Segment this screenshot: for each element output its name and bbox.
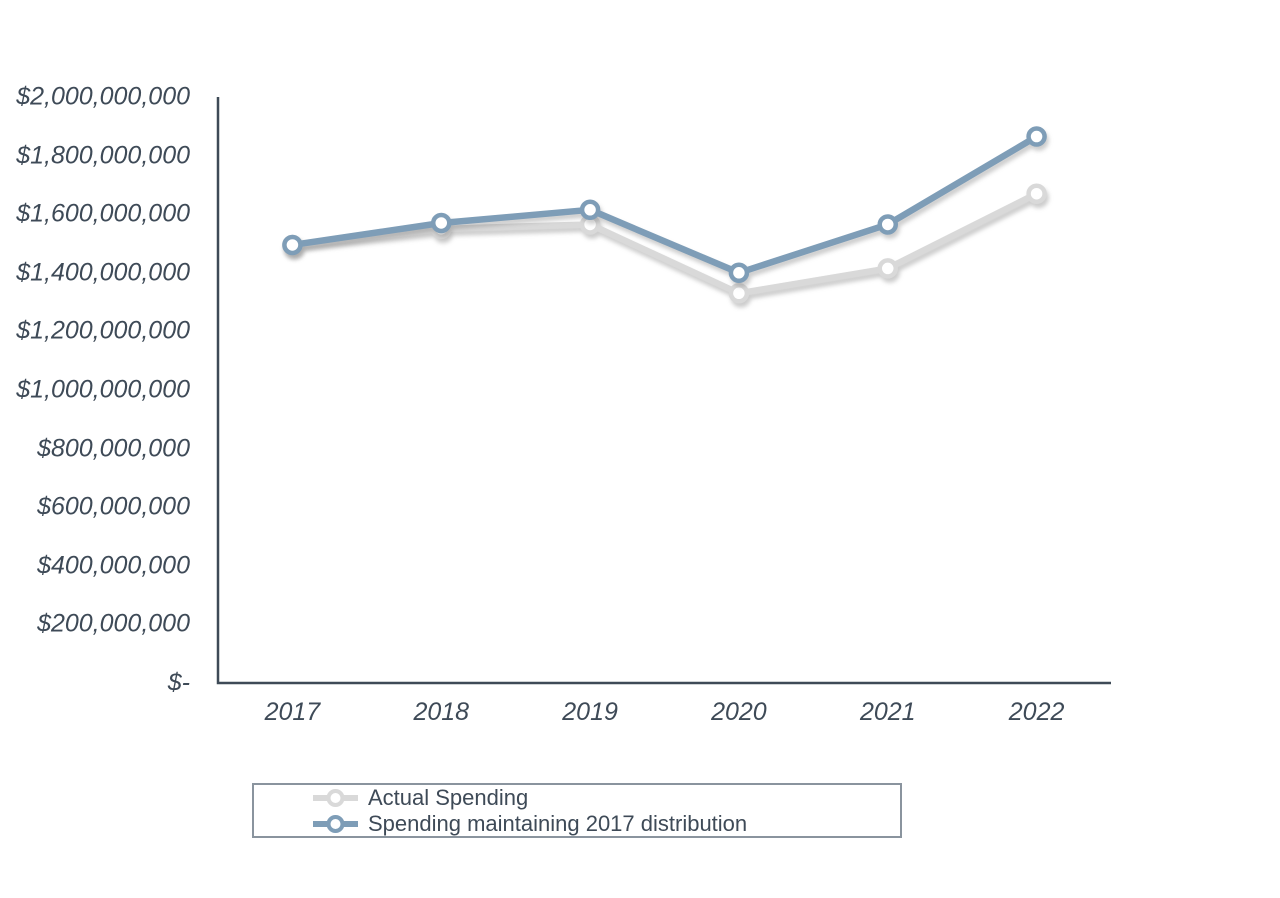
data-point-marker	[282, 234, 303, 256]
data-point-marker	[1026, 183, 1047, 204]
x-tick-label: 2019	[562, 698, 618, 726]
y-tick-label: $2,000,000,000	[16, 82, 190, 111]
y-tick-label: $1,400,000,000	[16, 258, 190, 287]
data-point-marker	[579, 199, 601, 221]
y-tick-label: $1,000,000,000	[16, 375, 190, 404]
axis-lines	[216, 97, 1111, 685]
x-tick-label: 2021	[859, 698, 916, 726]
y-tick-label: $1,800,000,000	[16, 141, 190, 170]
legend-line-marker-icon	[313, 788, 358, 807]
legend-item-label: Actual Spending	[368, 784, 529, 810]
x-tick-label: 2018	[413, 698, 470, 726]
y-tick-label: $400,000,000	[37, 551, 190, 580]
y-tick-label: $600,000,000	[37, 492, 190, 521]
y-tick-label: $800,000,000	[37, 434, 190, 463]
data-point-marker	[877, 258, 898, 279]
x-tick-label: 2017	[264, 698, 321, 726]
data-point-marker	[728, 262, 750, 284]
y-tick-label: $1,200,000,000	[16, 316, 190, 345]
y-tick-label: $-	[167, 668, 190, 697]
data-point-marker	[1026, 126, 1047, 147]
y-tick-label: $1,600,000,000	[16, 199, 190, 228]
x-tick-label: 2022	[1008, 698, 1065, 726]
legend-line-marker-icon	[313, 814, 358, 833]
series-maintained-distribution	[282, 126, 1047, 284]
legend-item-label: Spending maintaining 2017 distribution	[368, 810, 748, 836]
legend-item-maintained-distribution: Spending maintaining 2017 distribution	[312, 811, 900, 837]
x-tick-label: 2020	[711, 698, 767, 726]
data-point-marker	[431, 212, 452, 234]
data-point-marker	[877, 214, 898, 235]
y-tick-label: $200,000,000	[37, 609, 190, 638]
legend-item-actual-spending: Actual Spending	[312, 785, 900, 811]
data-point-marker	[728, 283, 750, 304]
legend: Actual Spending Spending maintaining 201…	[252, 783, 902, 838]
